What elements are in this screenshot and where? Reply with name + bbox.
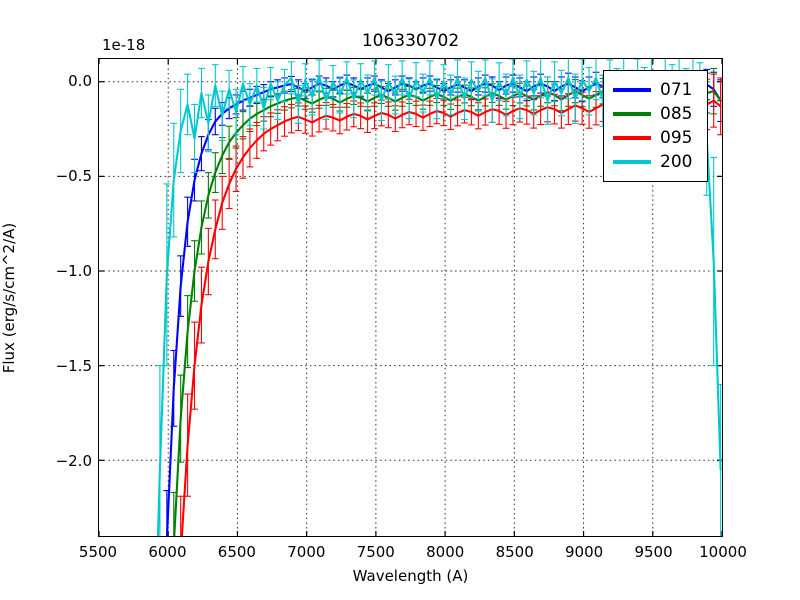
x-tick-label: 5500 bbox=[78, 543, 118, 561]
x-tick-label: 7500 bbox=[356, 543, 395, 561]
y-tick-label: −1.5 bbox=[55, 356, 92, 375]
y-tick-label: 0.0 bbox=[68, 71, 92, 90]
x-tick-label: 8500 bbox=[495, 543, 534, 561]
x-tick-label: 7000 bbox=[287, 543, 326, 561]
y-axis-tick-labels: 0.0 −0.5 −1.0 −1.5 −2.0 bbox=[28, 58, 92, 537]
x-tick-label: 9000 bbox=[565, 543, 604, 561]
y-tick-label: −1.0 bbox=[55, 261, 92, 280]
legend-item-085[interactable]: 085 bbox=[604, 102, 707, 126]
legend-item-095[interactable]: 095 bbox=[604, 126, 707, 150]
legend-label: 085 bbox=[660, 103, 693, 124]
legend-color-swatch bbox=[613, 136, 651, 140]
tick-marks bbox=[99, 59, 722, 536]
y-axis-exponent-label: 1e-18 bbox=[102, 36, 146, 54]
x-tick-label: 6000 bbox=[148, 543, 187, 561]
y-tick-label: −0.5 bbox=[55, 166, 92, 185]
page-title: 106330702 bbox=[361, 31, 460, 51]
x-tick-label: 10000 bbox=[699, 543, 747, 561]
legend-label: 095 bbox=[660, 127, 693, 148]
x-axis-title: Wavelength (A) bbox=[352, 567, 469, 585]
y-tick-label: −2.0 bbox=[55, 451, 92, 470]
x-tick-label: 8000 bbox=[426, 543, 465, 561]
x-tick-label: 9500 bbox=[634, 543, 673, 561]
legend-label: 071 bbox=[660, 79, 693, 100]
chart-legend[interactable]: 071 085 095 200 bbox=[603, 70, 708, 182]
legend-color-swatch bbox=[613, 88, 651, 92]
legend-color-swatch bbox=[613, 160, 651, 164]
legend-item-071[interactable]: 071 bbox=[604, 78, 707, 102]
legend-color-swatch bbox=[613, 112, 651, 116]
gridlines bbox=[99, 59, 722, 536]
x-tick-label: 6500 bbox=[217, 543, 256, 561]
legend-label: 200 bbox=[660, 151, 693, 172]
legend-item-200[interactable]: 200 bbox=[604, 150, 707, 174]
x-axis-tick-labels: 5500 6000 6500 7000 7500 8000 8500 9000 9500 1000… bbox=[79, 543, 747, 569]
y-axis-title: Flux (erg/s/cm^2/A) bbox=[0, 222, 18, 374]
